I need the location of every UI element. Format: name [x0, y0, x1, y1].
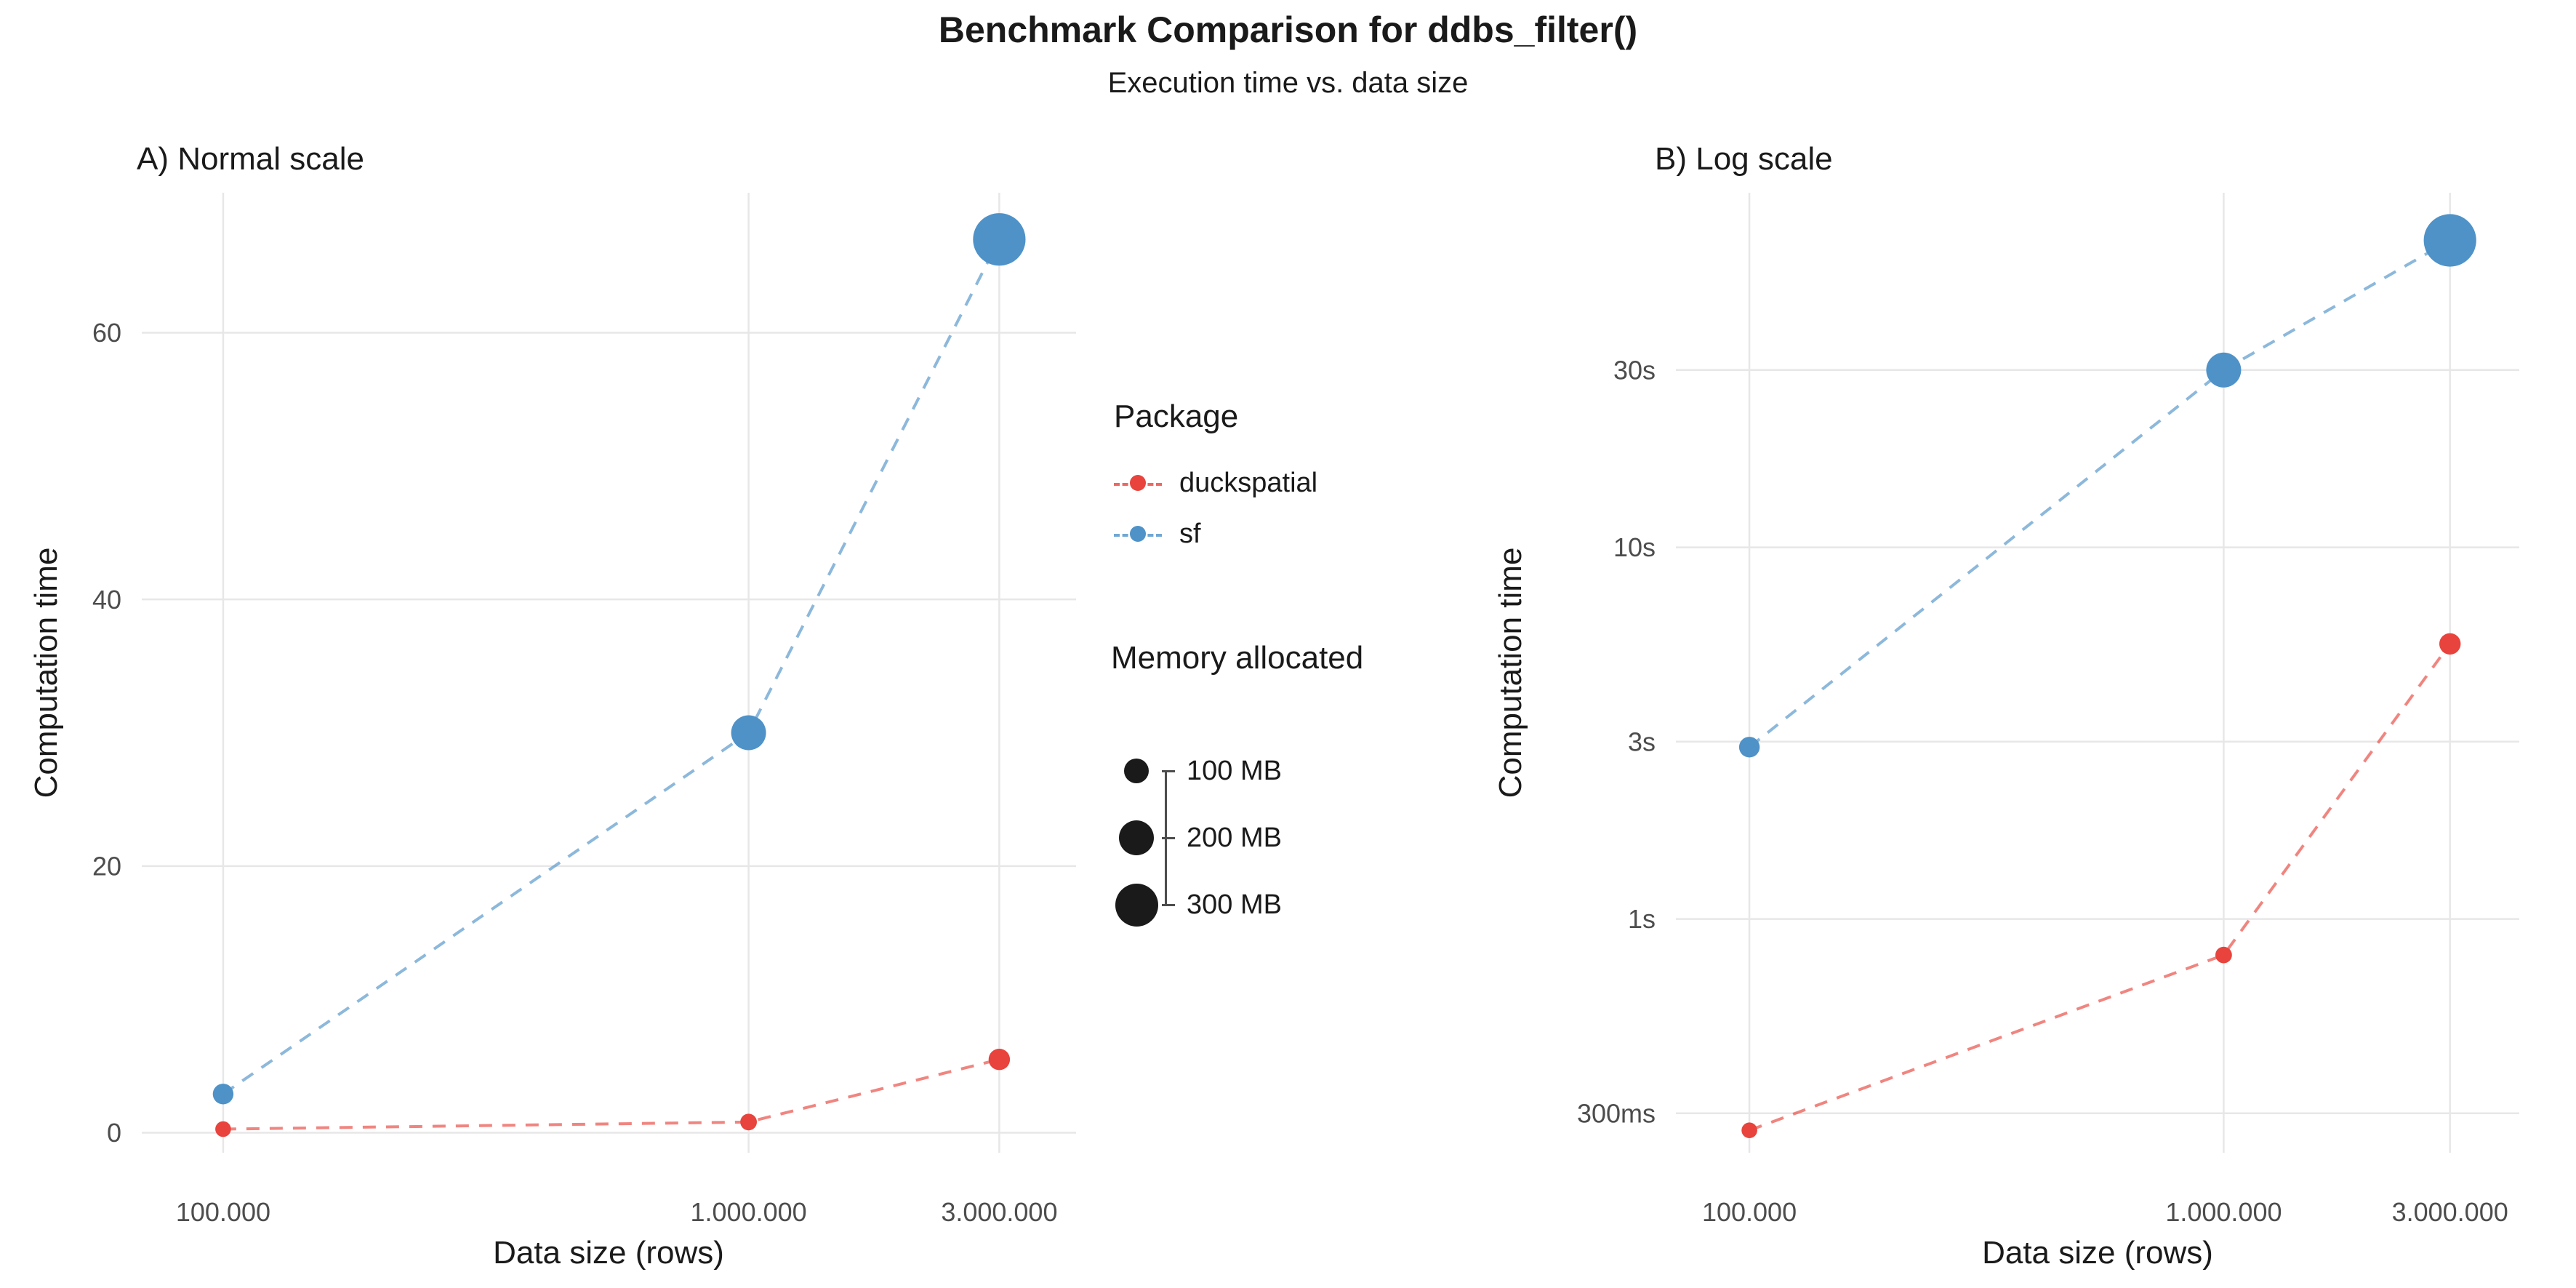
size-legend-row-300mb: 300 MB [1111, 871, 1363, 938]
panel-a-x-axis-title: Data size (rows) [493, 1235, 724, 1271]
svg-text:100.000: 100.000 [176, 1197, 270, 1227]
duckspatial-point-swatch [1130, 475, 1146, 491]
duckspatial-point [988, 1049, 1011, 1071]
memory-legend: Memory allocated 100 MB 200 MB 300 MB [1111, 640, 1363, 938]
memory-100mb-circle [1124, 759, 1149, 783]
svg-text:3.000.000: 3.000.000 [941, 1197, 1057, 1227]
panel-0-gridlines [142, 193, 1076, 1153]
svg-text:30s: 30s [1613, 355, 1656, 385]
svg-text:60: 60 [92, 318, 121, 348]
svg-text:20: 20 [92, 851, 121, 881]
duckspatial-legend-key [1114, 468, 1162, 497]
sf-point [2206, 352, 2242, 388]
duckspatial-point [215, 1121, 231, 1137]
svg-text:40: 40 [92, 585, 121, 615]
svg-text:10s: 10s [1613, 532, 1656, 562]
panel-1-gridlines [1676, 193, 2519, 1153]
panel-b-label: B) Log scale [1655, 141, 1833, 177]
panel-1-series-sf [1738, 214, 2476, 758]
legend-item-duckspatial: duckspatial [1114, 460, 1317, 506]
sf-legend-label: sf [1179, 518, 1201, 549]
memory-100mb-circle-column [1111, 759, 1162, 783]
panel-0-series-duckspatial [215, 1049, 1011, 1137]
panel-1-tick-labels: 100.000 1.000.000 3.000.000 300ms 1s 3s 10s 30s [1577, 355, 2508, 1227]
memory-300mb-circle [1115, 883, 1158, 927]
sf-legend-key [1114, 519, 1162, 548]
panel-0-tick-labels: 100.000 1.000.000 3.000.000 0 20 40 60 [92, 318, 1058, 1227]
sf-point [731, 715, 766, 751]
svg-text:0: 0 [107, 1118, 121, 1148]
figure-title: Benchmark Comparison for ddbs_filter() [938, 9, 1638, 50]
size-legend-tick [1162, 903, 1175, 906]
package-legend-title: Package [1114, 399, 1239, 434]
svg-text:3s: 3s [1628, 727, 1656, 756]
duckspatial-point [2439, 633, 2461, 655]
size-legend-row-200mb: 200 MB [1111, 804, 1363, 871]
sf-point-swatch [1130, 526, 1146, 542]
svg-text:100.000: 100.000 [1702, 1197, 1797, 1227]
duckspatial-legend-label: duckspatial [1179, 467, 1318, 498]
memory-300mb-label: 300 MB [1187, 889, 1282, 920]
svg-text:3.000.000: 3.000.000 [2392, 1197, 2508, 1227]
duckspatial-point [1741, 1122, 1757, 1138]
memory-300mb-circle-column [1111, 883, 1162, 927]
sf-point [973, 213, 1026, 266]
size-legend-tick [1162, 769, 1175, 772]
svg-text:1s: 1s [1628, 904, 1656, 934]
sf-point [2423, 214, 2476, 267]
panel-b-x-axis-title: Data size (rows) [1982, 1235, 2213, 1271]
svg-text:300ms: 300ms [1577, 1098, 1656, 1128]
panel-b-y-axis-title: Computation time [1493, 547, 1528, 799]
legend-item-sf: sf [1114, 511, 1317, 557]
memory-size-scale: 100 MB 200 MB 300 MB [1111, 737, 1363, 938]
package-legend: Package duckspatial sf [1114, 399, 1317, 561]
duckspatial-point [2215, 946, 2232, 964]
panel-0-series-sf [212, 213, 1026, 1105]
size-legend-row-100mb: 100 MB [1111, 737, 1363, 804]
duckspatial-point [740, 1113, 757, 1131]
panel-a-y-axis-title: Computation time [28, 547, 64, 799]
sf-point [1738, 737, 1760, 758]
sf-point [212, 1084, 234, 1105]
memory-200mb-circle-column [1111, 820, 1162, 855]
memory-100mb-label: 100 MB [1187, 755, 1282, 786]
memory-legend-title: Memory allocated [1111, 640, 1364, 676]
figure-subtitle: Execution time vs. data size [1107, 67, 1469, 99]
memory-200mb-circle [1119, 820, 1154, 855]
svg-text:1.000.000: 1.000.000 [691, 1197, 807, 1227]
memory-200mb-label: 200 MB [1187, 822, 1282, 853]
size-legend-axis-line [1165, 771, 1167, 905]
panel-a-label: A) Normal scale [137, 141, 364, 177]
panel-1-series-duckspatial [1741, 633, 2461, 1138]
svg-text:1.000.000: 1.000.000 [2165, 1197, 2282, 1227]
size-legend-tick [1162, 836, 1175, 839]
